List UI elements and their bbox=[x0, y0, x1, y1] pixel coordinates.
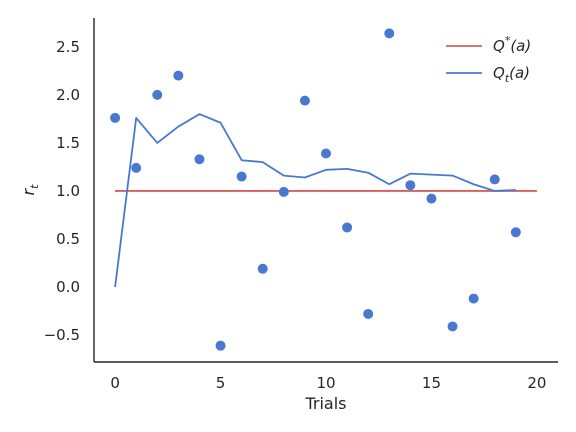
scatter-point bbox=[131, 162, 142, 173]
x-tick-label: 0 bbox=[110, 374, 120, 392]
x-tick-label: 20 bbox=[527, 374, 546, 392]
scatter-point bbox=[173, 70, 184, 81]
x-axis-label: Trials bbox=[304, 394, 346, 413]
scatter-point bbox=[236, 171, 247, 182]
scatter-point bbox=[321, 148, 331, 159]
y-tick-label: 2.0 bbox=[56, 86, 80, 104]
y-tick-labels: −0.5 0.0 0.5 1.0 1.5 2.0 2.5 bbox=[44, 38, 80, 344]
legend-label: Q*(a) bbox=[493, 34, 531, 55]
x-tick-label: 10 bbox=[316, 374, 335, 392]
series-line-1 bbox=[114, 113, 516, 288]
scatter-point bbox=[363, 308, 374, 319]
scatter-point bbox=[447, 321, 458, 332]
scatter-point bbox=[152, 89, 163, 100]
legend-label: Qt(a) bbox=[493, 64, 530, 85]
scatter-point bbox=[278, 186, 289, 197]
scatter-point bbox=[257, 263, 268, 274]
legend: Q*(a) Qt(a) bbox=[446, 34, 531, 85]
scatter-point bbox=[194, 154, 205, 165]
y-tick-label: 1.0 bbox=[56, 182, 80, 200]
scatter-point bbox=[215, 340, 226, 351]
scatter-point bbox=[299, 95, 310, 106]
scatter-point bbox=[342, 222, 353, 233]
scatter-point bbox=[384, 28, 395, 39]
scatter-point bbox=[426, 193, 437, 204]
scatter-point bbox=[405, 180, 416, 191]
x-tick-label: 15 bbox=[422, 374, 441, 392]
x-tick-label: 5 bbox=[216, 374, 226, 392]
y-axis-label: rt bbox=[19, 184, 41, 196]
scatter-point bbox=[110, 112, 121, 123]
y-tick-label: 0.5 bbox=[56, 230, 80, 248]
plot-area bbox=[110, 28, 537, 351]
y-tick-label: 1.5 bbox=[56, 134, 80, 152]
scatter-point bbox=[489, 174, 500, 185]
y-tick-label: 0.0 bbox=[56, 278, 80, 296]
y-tick-label: −0.5 bbox=[44, 326, 80, 344]
scatter-point bbox=[468, 293, 479, 304]
y-tick-label: 2.5 bbox=[56, 38, 80, 56]
scatter-point bbox=[510, 227, 521, 238]
x-tick-labels: 0 5 10 15 20 bbox=[110, 374, 546, 392]
